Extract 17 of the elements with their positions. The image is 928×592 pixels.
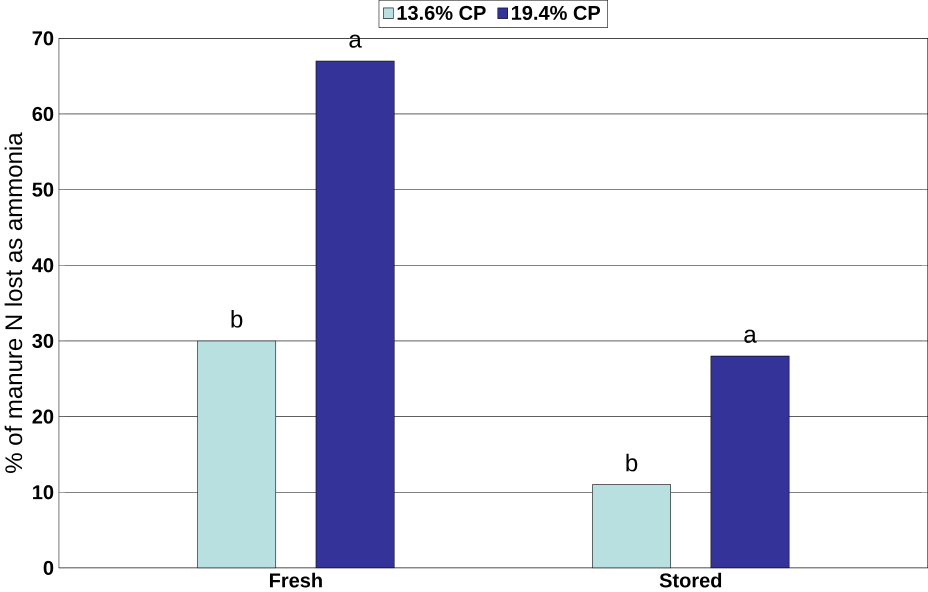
legend-label: 19.4% CP xyxy=(512,6,600,20)
y-tick-label: 30 xyxy=(32,334,54,348)
y-axis-title: % of manure N lost as ammonia xyxy=(4,132,22,473)
y-tick-label: 40 xyxy=(32,258,54,272)
legend-label: 13.6% CP xyxy=(398,6,486,20)
annotation: a xyxy=(349,34,362,48)
annotation: b xyxy=(626,454,638,472)
y-tick-label: 70 xyxy=(32,31,54,46)
annotation: a xyxy=(744,330,757,343)
y-tick-label: 0 xyxy=(44,560,54,575)
x-tick-label: Fresh xyxy=(270,572,322,588)
y-tick-label: 50 xyxy=(32,182,54,197)
annotation: b xyxy=(232,310,242,328)
y-tick-label: 20 xyxy=(32,409,54,424)
y-tick-label: 10 xyxy=(33,485,54,500)
y-tick-label: 60 xyxy=(32,106,54,121)
x-tick-label: Stored xyxy=(660,572,722,588)
